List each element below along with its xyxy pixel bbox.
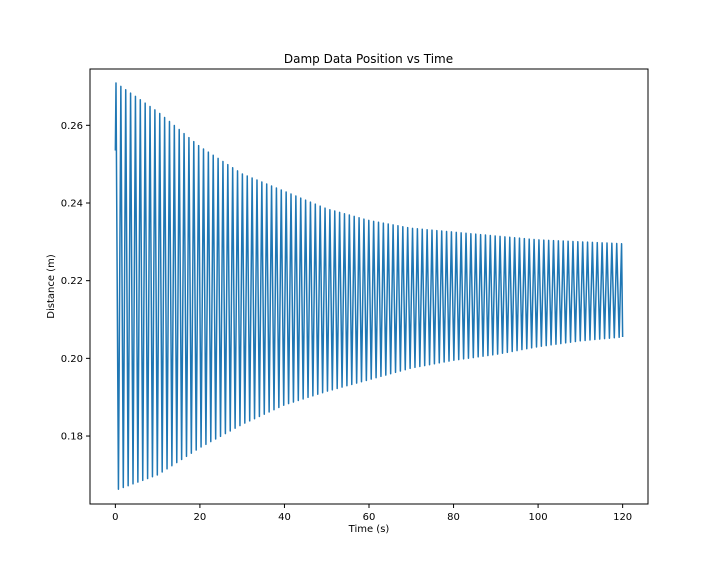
y-axis: 0.18 0.20 0.22 0.24 0.26 (61, 121, 90, 443)
x-tick-label: 80 (447, 512, 460, 523)
x-axis-label: Time (s) (348, 524, 390, 535)
x-tick-label: 0 (112, 512, 118, 523)
x-tick-label: 120 (613, 512, 632, 523)
y-tick-label: 0.18 (61, 432, 83, 443)
x-tick-label: 20 (194, 512, 207, 523)
y-tick-label: 0.20 (61, 354, 83, 365)
y-axis-label: Distance (m) (46, 254, 57, 319)
x-tick-label: 100 (529, 512, 548, 523)
y-tick-label: 0.22 (61, 276, 83, 287)
x-axis: 0 20 40 60 80 100 120 (112, 504, 632, 523)
y-tick-label: 0.26 (61, 121, 83, 132)
data-series-line (114, 82, 624, 491)
x-tick-label: 60 (363, 512, 376, 523)
y-tick-label: 0.24 (61, 198, 83, 209)
plot-area (114, 82, 624, 491)
x-tick-label: 40 (278, 512, 291, 523)
chart-title: Damp Data Position vs Time (284, 52, 453, 66)
